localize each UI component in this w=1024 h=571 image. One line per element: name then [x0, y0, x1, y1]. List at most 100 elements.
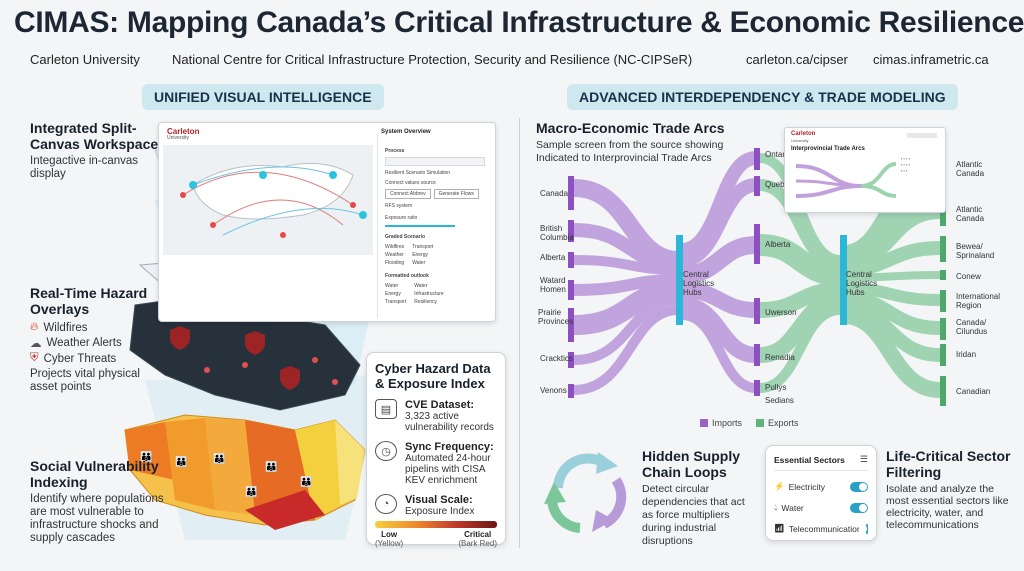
panel-check-12[interactable]: Resiliency [414, 299, 438, 305]
loops-feature: Hidden Supply Chain Loops Detect circula… [642, 448, 754, 548]
hazard-feature: Real-Time Hazard Overlays 🔥︎ Wildfires ☁ W… [30, 285, 160, 394]
sectors-title: Essential Sectors [774, 454, 845, 465]
panel-check-10[interactable]: Water [414, 283, 428, 289]
process-select[interactable] [385, 157, 485, 166]
cyber-hazard-card: Cyber Hazard Data & Exposure Index ▤ CVE… [366, 352, 506, 548]
left-node-venons: Venons [540, 386, 567, 395]
left-node-prairie: Prairie Provinces [538, 308, 574, 326]
cimas-link[interactable]: cimas.inframetric.ca [873, 52, 989, 67]
panel-check-4[interactable]: Transport [412, 244, 434, 250]
panel-check-6[interactable]: Water [412, 260, 426, 266]
workspace-title: Integrated Split-Canvas Workspace [30, 120, 159, 152]
mid-node-alberta: Alberta [765, 240, 791, 249]
database-icon: ▤ [375, 399, 397, 419]
right-node-8: Canadian [956, 387, 991, 396]
trade-inset-screenshot: Carleton University Interprovincial Trad… [784, 127, 946, 213]
loops-desc: Detect circular dependencies that act as… [642, 483, 745, 547]
social-title: Social Vulnerability Indexing [30, 458, 159, 490]
trade-desc: Sample screen from the source showing In… [536, 139, 724, 164]
panel-logo: Carleton [167, 127, 200, 136]
filter-feature: Life-Critical Sector Filtering Isolate a… [886, 448, 1018, 531]
cloud-icon: ☁ [30, 338, 42, 350]
panel-check-3[interactable]: Flooding [385, 260, 405, 266]
centre-label: National Centre for Critical Infrastruct… [172, 52, 693, 67]
exposure-gradient-bar [375, 521, 497, 528]
gauge-icon: ◔ [375, 494, 397, 514]
clock-icon: ◷ [375, 441, 397, 461]
unified-visual-intelligence-pill: UNIFIED VISUAL INTELLIGENCE [142, 84, 384, 110]
right-node-1: Atlantic Canada [956, 160, 985, 178]
workspace-screenshot-panel: Carleton University System Overview Proc… [158, 122, 496, 322]
svg-text:👪: 👪 [175, 455, 187, 468]
left-node-cracktics: Cracktics [540, 354, 573, 363]
svg-text:👪: 👪 [265, 460, 277, 473]
mid-node-ontario: Ontario [765, 150, 792, 159]
exposure-slider[interactable] [385, 225, 455, 227]
water-toggle[interactable] [850, 502, 868, 513]
mid-node-renadia: Renadia [765, 353, 795, 362]
social-desc: Identify where populations are most vuln… [30, 493, 164, 544]
right-node-7: Iridan [956, 350, 977, 359]
sankey-trade-diagram [568, 148, 946, 406]
mid-node-quebec: Quebec [765, 180, 794, 189]
flame-icon: 🔥︎ [30, 321, 39, 333]
panel-check-7[interactable]: Water [385, 283, 399, 289]
left-node-watard: Watard Homen [540, 276, 566, 294]
loops-title: Hidden Supply Chain Loops [642, 448, 740, 480]
mid-node-sedians: Sedians [765, 396, 794, 405]
panel-check-8[interactable]: Energy [385, 291, 401, 297]
water-drop-icon: 💧︎ [774, 502, 778, 512]
left-node-canada: Canada [540, 189, 569, 198]
hub-bar-2 [840, 235, 847, 325]
workspace-desc: Integactive in-canvas display [30, 155, 139, 180]
filter-desc: Isolate and analyze the most essential s… [886, 483, 1009, 531]
hub-bar-1 [676, 235, 683, 325]
electricity-toggle[interactable] [850, 481, 868, 492]
page-title: CIMAS: Mapping Canada’s Critical Infrast… [14, 6, 1024, 39]
section-divider [519, 118, 520, 548]
export-flows [759, 153, 942, 398]
panel-check-1[interactable]: Wildfires [385, 244, 405, 250]
hub-label-1: Central Logistics Hubs [683, 270, 715, 297]
advanced-modeling-pill: ADVANCED INTERDEPENDENCY & TRADE MODELIN… [567, 84, 958, 110]
mid-node-uwerson: Uwerson [765, 308, 797, 317]
right-node-4: Conew [956, 272, 981, 281]
university-label: Carleton University [30, 52, 140, 67]
generate-flows-button[interactable]: Generate Flows [433, 189, 479, 199]
filter-sliders-icon[interactable]: ☰ [859, 454, 868, 464]
right-node-2: Atlantic Canada [956, 205, 985, 223]
filter-title: Life-Critical Sector Filtering [886, 448, 1011, 480]
sankey-legend: Imports Exports [700, 418, 799, 428]
svg-text:👪: 👪 [245, 485, 257, 498]
panel-check-2[interactable]: Weather [385, 252, 404, 258]
trade-title: Macro-Economic Trade Arcs [536, 120, 725, 136]
hazard-desc: Projects vital physical asset points [30, 368, 140, 393]
right-node-5: International Region [956, 292, 1001, 310]
right-node-6: Canada/ Cilundus [956, 318, 988, 336]
mid-node-pullys: Pullys [765, 383, 787, 392]
essential-sectors-card: Essential Sectors ☰ ⚡ Electricity 💧︎ Water… [765, 445, 877, 541]
workspace-feature: Integrated Split-Canvas Workspace Intega… [30, 120, 180, 181]
svg-text:👪: 👪 [140, 450, 152, 463]
hub-label-2: Central Logistics Hubs [846, 270, 878, 297]
left-node-alberta: Alberta [540, 253, 566, 262]
shield-icon: ⛨ [30, 352, 39, 364]
antenna-icon: 📶︎ [774, 523, 785, 533]
circular-loop-icon [544, 452, 627, 533]
right-node-3: Bewea/ Sprinaland [956, 242, 995, 260]
cyber-threat-shields [170, 326, 300, 390]
power-tower-icon: ⚡ [774, 481, 785, 491]
svg-text:👪: 👪 [300, 475, 312, 488]
cipser-link[interactable]: carleton.ca/cipser [746, 52, 848, 67]
connect-abbrev-button[interactable]: Connect Abbrev [385, 189, 431, 199]
telecom-toggle[interactable] [858, 523, 868, 534]
trade-feature: Macro-Economic Trade Arcs Sample screen … [536, 120, 756, 165]
hazard-title: Real-Time Hazard Overlays [30, 285, 148, 317]
cyber-title: Cyber Hazard Data & Exposure Index [375, 361, 491, 391]
panel-map-thumbnail [163, 145, 373, 255]
panel-check-11[interactable]: Infrastructure [414, 291, 444, 297]
panel-check-9[interactable]: Transport [385, 299, 407, 305]
panel-check-5[interactable]: Energy [412, 252, 429, 258]
social-vulnerability-map [124, 414, 366, 530]
import-flows [573, 151, 758, 395]
